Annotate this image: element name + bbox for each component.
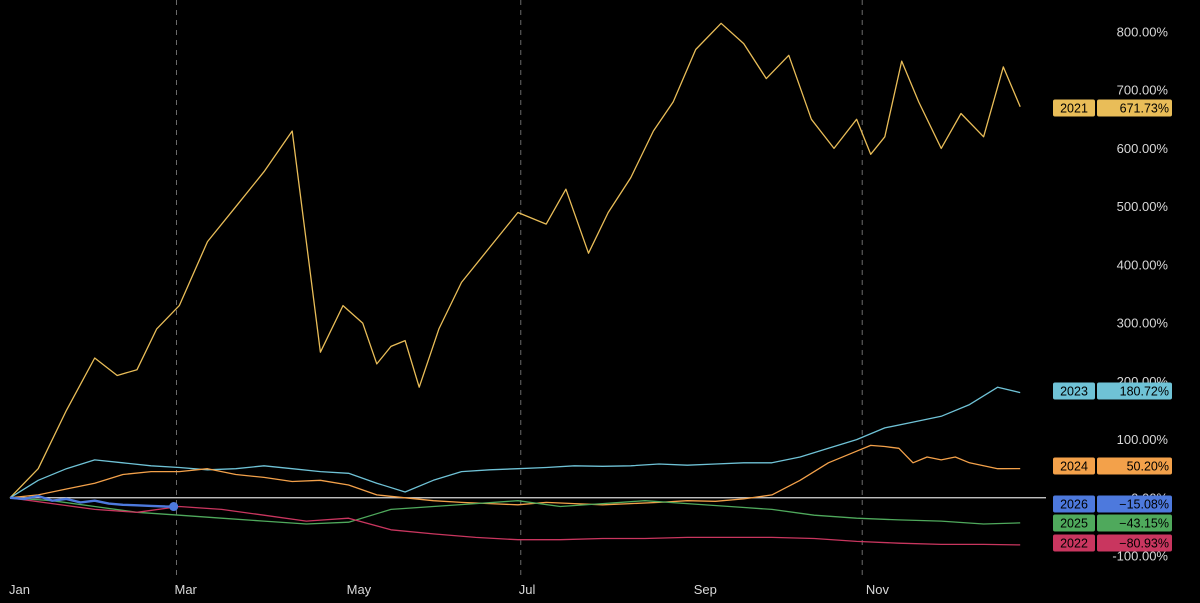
badge-year-text: 2024 — [1060, 460, 1088, 474]
badge-value-text: −80.93% — [1119, 537, 1169, 551]
badge-year-text: 2023 — [1060, 385, 1088, 399]
x-tick-label: Jan — [9, 582, 30, 597]
series-line-2023 — [9, 386, 1021, 499]
badge-value-text: 50.20% — [1127, 460, 1169, 474]
y-tick-label: 500.00% — [1117, 199, 1169, 214]
badge-year-box — [1053, 514, 1095, 532]
badge-value-text: −15.08% — [1119, 498, 1169, 512]
series-lines — [9, 22, 1021, 546]
series-line-2021 — [9, 22, 1021, 499]
series-badge-2024: 2024 50.20% — [1053, 457, 1172, 475]
y-axis: 800.00% 700.00% 600.00% 500.00% 400.00% 300.0… — [1112, 25, 1168, 564]
series-badge-2022: 2022 −80.93% — [1053, 534, 1172, 552]
badge-value-box — [1097, 534, 1172, 552]
badge-year-box — [1053, 495, 1095, 513]
badge-year-box — [1053, 457, 1095, 475]
y-tick-label: 300.00% — [1117, 316, 1169, 331]
series-badge-2025: 2025 −43.15% — [1053, 514, 1172, 532]
x-tick-label: Mar — [174, 582, 197, 597]
x-tick-label: Jul — [519, 582, 536, 597]
x-tick-label: May — [347, 582, 372, 597]
badge-value-box — [1097, 514, 1172, 532]
badge-value-box — [1097, 382, 1172, 400]
series-labels: 2021 671.73% 2023 180.72% 2024 50.20% 2026 −15.… — [1053, 99, 1172, 552]
badge-value-box — [1097, 457, 1172, 475]
series-badge-2023: 2023 180.72% — [1053, 382, 1172, 400]
badge-value-text: 671.73% — [1120, 102, 1169, 116]
series-badge-2021: 2021 671.73% — [1053, 99, 1172, 117]
series-line-2025 — [9, 497, 1021, 525]
series-badge-2026: 2026 −15.08% — [1053, 495, 1172, 513]
badge-value-box — [1097, 99, 1172, 117]
series-endpoint-2026 — [169, 502, 179, 512]
y-tick-label: 600.00% — [1117, 141, 1169, 156]
badge-value-box — [1097, 495, 1172, 513]
badge-year-text: 2022 — [1060, 537, 1088, 551]
x-tick-label: Sep — [694, 582, 717, 597]
y-tick-label: 700.00% — [1117, 83, 1169, 98]
series-line-2026 — [9, 494, 174, 508]
y-tick-label: 400.00% — [1117, 257, 1169, 272]
badge-year-box — [1053, 534, 1095, 552]
badge-value-text: 180.72% — [1120, 385, 1169, 399]
badge-year-box — [1053, 382, 1095, 400]
y-tick-label: 800.00% — [1117, 25, 1169, 40]
badge-value-text: −43.15% — [1119, 517, 1169, 531]
badge-year-text: 2025 — [1060, 517, 1088, 531]
badge-year-text: 2021 — [1060, 102, 1088, 116]
x-tick-label: Nov — [866, 582, 890, 597]
badge-year-box — [1053, 99, 1095, 117]
badge-year-text: 2026 — [1060, 498, 1088, 512]
x-axis: Jan Mar May Jul Sep Nov — [9, 582, 889, 597]
y-tick-label: -100.00% — [1112, 549, 1168, 564]
series-line-2022 — [9, 497, 1021, 546]
y-tick-label: 100.00% — [1117, 432, 1169, 447]
